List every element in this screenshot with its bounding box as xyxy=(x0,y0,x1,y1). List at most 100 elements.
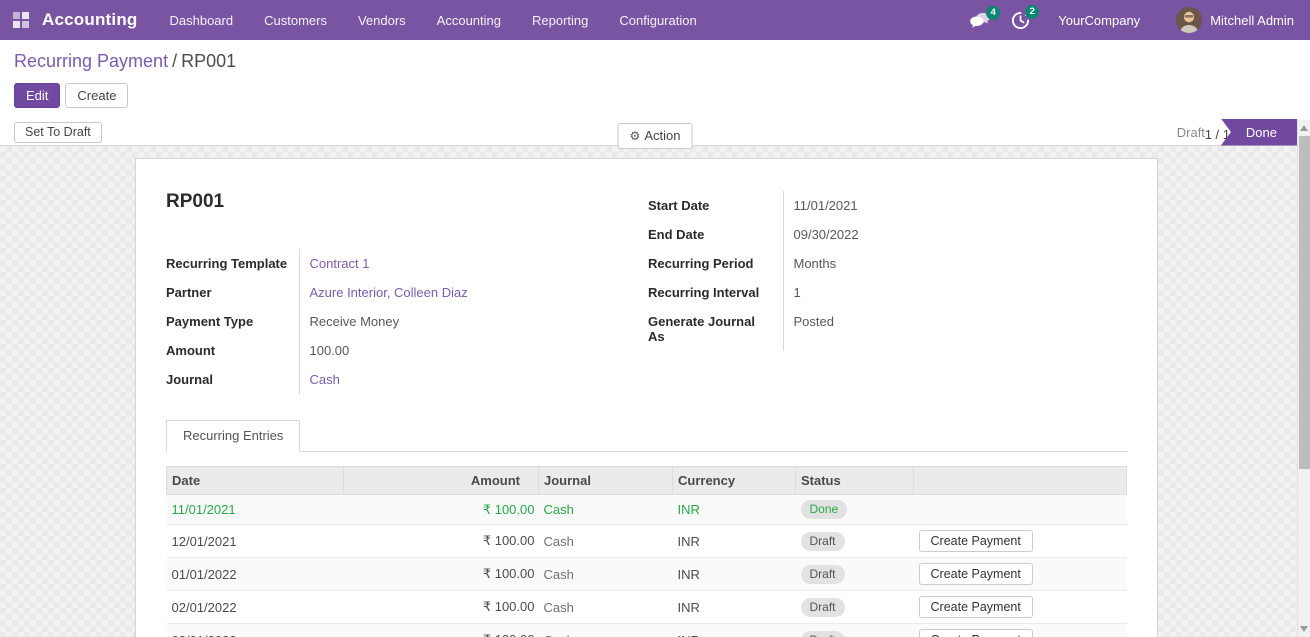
table-row[interactable]: 03/01/2022₹ 100.00CashINRDraftCreate Pay… xyxy=(167,624,1127,637)
create-payment-button[interactable]: Create Payment xyxy=(919,629,1033,637)
user-menu[interactable]: Mitchell Admin xyxy=(1210,13,1294,28)
field-label: Recurring Interval xyxy=(648,278,783,307)
scrollbar-down-icon[interactable] xyxy=(1300,626,1308,632)
cell-currency: INR xyxy=(673,525,796,558)
field-value: 100.00 xyxy=(299,336,648,365)
status-badge: Draft xyxy=(801,598,845,617)
nav-menu-configuration-5[interactable]: Configuration xyxy=(619,13,696,28)
cell-status: Draft xyxy=(796,558,914,591)
cell-date: 02/01/2022 xyxy=(167,591,344,624)
form-sheet: RP001 Recurring TemplateContract 1Partne… xyxy=(135,158,1158,637)
table-header-row: DateAmountJournalCurrencyStatus xyxy=(167,467,1127,495)
create-payment-button[interactable]: Create Payment xyxy=(919,530,1033,552)
cell-currency: INR xyxy=(673,624,796,637)
control-panel: Recurring Payment/RP001 Edit Create ⚙Act… xyxy=(0,40,1310,119)
field-value: 09/30/2022 xyxy=(783,220,1127,249)
field-row: Generate Journal AsPosted xyxy=(648,307,1127,351)
cell-actions xyxy=(914,495,1127,525)
nav-menu-reporting-4[interactable]: Reporting xyxy=(532,13,588,28)
breadcrumb-parent-link[interactable]: Recurring Payment xyxy=(14,51,168,71)
field-group-left: RP001 Recurring TemplateContract 1Partne… xyxy=(166,191,648,394)
field-label: Start Date xyxy=(648,191,783,220)
edit-button[interactable]: Edit xyxy=(14,83,60,108)
activities-menu[interactable]: 2 xyxy=(1011,11,1030,30)
column-header-status[interactable]: Status xyxy=(796,467,914,495)
table-row[interactable]: 01/01/2022₹ 100.00CashINR Draft Create Pay… xyxy=(167,558,1127,591)
messages-menu[interactable]: 4 xyxy=(969,12,991,29)
field-value-link[interactable]: Azure Interior, Colleen Diaz xyxy=(299,278,648,307)
table-row[interactable]: 02/01/2022₹ 100.00CashINR Draft Create Pay… xyxy=(167,591,1127,624)
cell-journal: Cash xyxy=(539,624,673,637)
set-to-draft-button[interactable]: Set To Draft xyxy=(14,122,102,143)
navbar-right: 4 2 YourCompany Mitchell Admin xyxy=(949,7,1294,33)
cell-actions: Create Payment xyxy=(914,558,1127,591)
column-header-currency[interactable]: Currency xyxy=(673,467,796,495)
gear-icon: ⚙ xyxy=(630,129,641,143)
field-label: Amount xyxy=(166,336,299,365)
field-row: Recurring PeriodMonths xyxy=(648,249,1127,278)
cell-status: Draft xyxy=(796,591,914,624)
create-payment-button[interactable]: Create Payment xyxy=(919,596,1033,618)
nav-menu-vendors-2[interactable]: Vendors xyxy=(358,13,406,28)
nav-menu-customers-1[interactable]: Customers xyxy=(264,13,327,28)
column-header-journal[interactable]: Journal xyxy=(539,467,673,495)
cell-journal: Cash xyxy=(539,591,673,624)
breadcrumb: Recurring Payment/RP001 xyxy=(14,51,1296,71)
messages-count-badge: 4 xyxy=(986,6,1000,20)
field-label: End Date xyxy=(648,220,783,249)
cell-actions: Create Payment xyxy=(914,591,1127,624)
field-label: Recurring Template xyxy=(166,249,299,278)
field-row: Start Date11/01/2021 xyxy=(648,191,1127,220)
vertical-scrollbar[interactable] xyxy=(1297,120,1310,637)
nav-menu-list: Dashboard Customers Vendors Accounting Repor… xyxy=(170,13,697,28)
cell-amount: ₹ 100.00 xyxy=(344,624,539,637)
field-row: Recurring TemplateContract 1 xyxy=(166,249,648,278)
scrollbar-thumb[interactable] xyxy=(1299,136,1310,469)
cell-date: 03/01/2022 xyxy=(167,624,344,637)
record-title: RP001 xyxy=(166,191,648,213)
field-row: End Date09/30/2022 xyxy=(648,220,1127,249)
cell-date: 11/01/2021 xyxy=(167,495,344,525)
avatar[interactable] xyxy=(1176,7,1202,33)
column-header-date[interactable]: Date xyxy=(167,467,344,495)
cell-status: Draft xyxy=(796,525,914,558)
table-row[interactable]: 11/01/2021₹ 100.00CashINRDone xyxy=(167,495,1127,525)
scrollbar-up-icon[interactable] xyxy=(1300,125,1308,131)
avatar-image xyxy=(1176,7,1202,33)
nav-menu-accounting-3[interactable]: Accounting xyxy=(437,13,501,28)
field-value: Posted xyxy=(783,307,1127,351)
field-group-right: Start Date11/01/2021End Date09/30/2022Re… xyxy=(648,191,1127,394)
create-payment-button[interactable]: Create Payment xyxy=(919,563,1033,585)
cell-date: 01/01/2022 xyxy=(167,558,344,591)
tab-recurring-entries[interactable]: Recurring Entries xyxy=(166,420,300,452)
column-header-amount[interactable]: Amount xyxy=(344,467,539,495)
apps-grid-icon[interactable] xyxy=(13,12,29,28)
status-step-done[interactable]: Done xyxy=(1221,119,1297,146)
app-brand[interactable]: Accounting xyxy=(42,10,138,30)
cell-amount: ₹ 100.00 xyxy=(344,591,539,624)
table-row[interactable]: 12/01/2021₹ 100.00CashINRDraftCreate Pay… xyxy=(167,525,1127,558)
content-area: RP001 Recurring TemplateContract 1Partne… xyxy=(0,146,1310,637)
cell-journal: Cash xyxy=(539,558,673,591)
field-label: Journal xyxy=(166,365,299,394)
field-row: JournalCash xyxy=(166,365,648,394)
cell-currency: INR xyxy=(673,558,796,591)
status-badge: Draft xyxy=(801,565,845,584)
action-label: Action xyxy=(644,128,680,143)
field-value: 11/01/2021 xyxy=(783,191,1127,220)
field-value-link[interactable]: Cash xyxy=(299,365,648,394)
fields-right-table: Start Date11/01/2021End Date09/30/2022Re… xyxy=(648,191,1127,351)
create-button[interactable]: Create xyxy=(65,83,128,108)
status-badge: Done xyxy=(801,500,848,519)
cell-actions: Create Payment xyxy=(914,624,1127,637)
cell-amount: ₹ 100.00 xyxy=(344,558,539,591)
company-switcher[interactable]: YourCompany xyxy=(1058,13,1140,28)
cell-currency: INR xyxy=(673,591,796,624)
nav-menu-dashboard-0[interactable]: Dashboard xyxy=(170,13,234,28)
field-value-link[interactable]: Contract 1 xyxy=(299,249,648,278)
cell-amount: ₹ 100.00 xyxy=(344,525,539,558)
cell-date: 12/01/2021 xyxy=(167,525,344,558)
cell-journal: Cash xyxy=(539,525,673,558)
action-menu-button[interactable]: ⚙Action xyxy=(618,123,693,149)
breadcrumb-current: RP001 xyxy=(181,51,236,71)
